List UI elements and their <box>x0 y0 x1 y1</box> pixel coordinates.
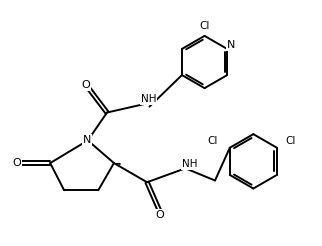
Text: NH: NH <box>141 94 156 104</box>
Text: NH: NH <box>182 159 197 169</box>
Text: Cl: Cl <box>199 21 210 31</box>
Text: N: N <box>83 135 91 145</box>
Text: O: O <box>12 158 21 168</box>
Text: O: O <box>156 210 164 220</box>
Text: Cl: Cl <box>207 136 218 146</box>
Text: O: O <box>81 80 90 90</box>
Text: Cl: Cl <box>285 137 295 146</box>
Text: N: N <box>226 40 235 50</box>
